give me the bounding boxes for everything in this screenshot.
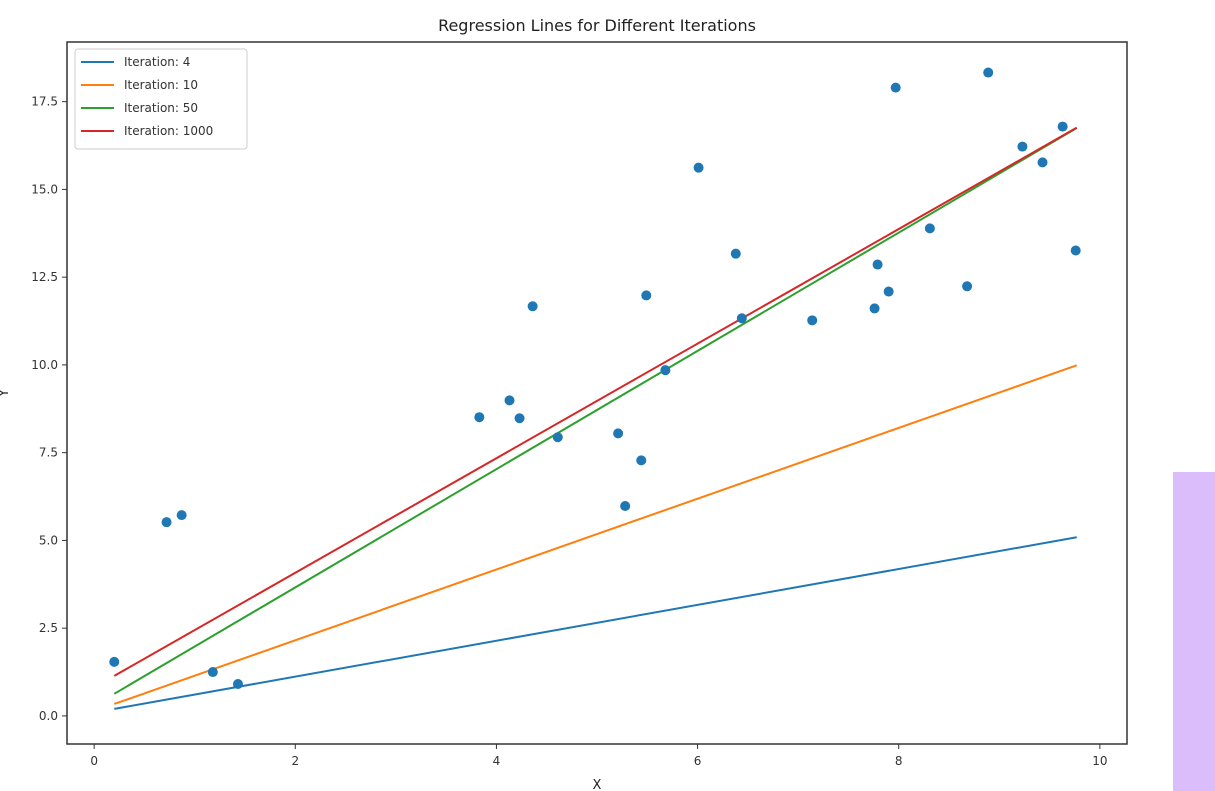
data-point (514, 413, 525, 424)
x-tick-label: 2 (291, 754, 299, 768)
data-point (736, 313, 747, 324)
x-tick-label: 0 (90, 754, 98, 768)
x-tick-label: 4 (493, 754, 501, 768)
legend-label: Iteration: 4 (124, 55, 190, 69)
regression-line (113, 126, 1078, 677)
data-point (207, 667, 218, 678)
regression-line (113, 127, 1078, 695)
data-point (552, 432, 563, 443)
data-point (890, 82, 901, 93)
data-point (869, 303, 880, 314)
regression-line (114, 536, 1077, 710)
x-tick-label: 10 (1092, 754, 1107, 768)
data-point (232, 678, 243, 689)
data-point (660, 365, 671, 376)
data-point (636, 455, 647, 466)
data-point (924, 223, 935, 234)
y-tick-label: 12.5 (31, 270, 58, 284)
data-point (730, 248, 741, 259)
data-point (176, 510, 187, 521)
data-point (641, 290, 652, 301)
data-point (1017, 141, 1028, 152)
data-point (1057, 121, 1068, 132)
data-point (1070, 245, 1081, 256)
y-tick-label: 10.0 (31, 358, 58, 372)
y-tick-label: 0.0 (39, 709, 58, 723)
y-tick-label: 15.0 (31, 182, 58, 196)
data-point (1037, 157, 1048, 168)
data-point (983, 67, 994, 78)
data-point (872, 259, 883, 270)
legend-box (74, 48, 248, 150)
data-point (161, 517, 172, 528)
x-tick-label: 6 (694, 754, 702, 768)
data-point (620, 501, 631, 512)
data-point (613, 428, 624, 439)
y-tick-label: 7.5 (39, 446, 58, 460)
data-point (962, 281, 973, 292)
data-point (527, 301, 538, 312)
legend-label: Iteration: 50 (124, 101, 198, 115)
x-tick-label: 8 (895, 754, 903, 768)
data-point (693, 162, 704, 173)
y-tick-label: 5.0 (39, 533, 58, 547)
data-point (109, 656, 120, 667)
y-tick-label: 2.5 (39, 621, 58, 635)
y-tick-label: 17.5 (31, 95, 58, 109)
legend: Iteration: 4 Iteration: 10 Iteration: 50 It… (74, 48, 248, 150)
legend-label: Iteration: 10 (124, 78, 198, 92)
side-panel (1173, 472, 1215, 791)
chart-title: Regression Lines for Different Iteration… (438, 16, 756, 35)
data-point (883, 286, 894, 297)
data-point (504, 395, 515, 406)
data-point (807, 315, 818, 326)
x-axis-label: X (593, 778, 602, 791)
regression-line (113, 364, 1078, 705)
data-point (474, 412, 485, 423)
legend-label: Iteration: 1000 (124, 124, 213, 138)
y-axis-label: Y (0, 389, 12, 398)
plot-frame (66, 41, 1128, 745)
